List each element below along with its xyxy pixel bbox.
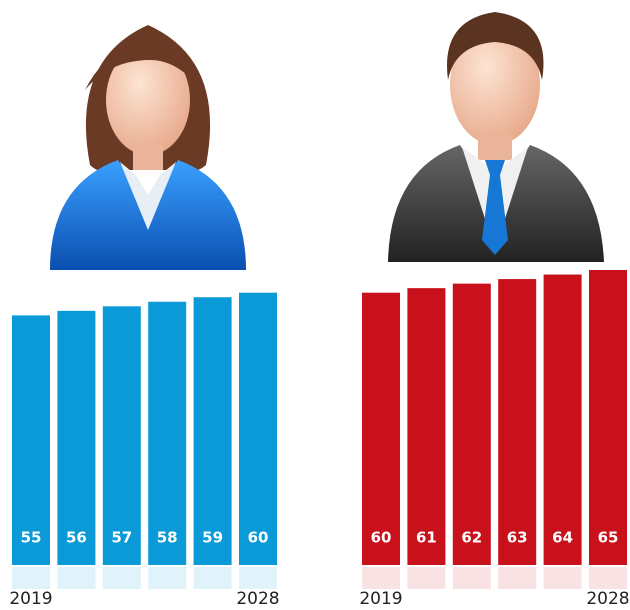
- bar-reflection: [194, 567, 232, 589]
- value-label: 62: [461, 529, 482, 547]
- bar-reflection: [362, 567, 400, 589]
- bar: [194, 297, 232, 565]
- value-label: 56: [66, 529, 87, 547]
- value-label: 55: [21, 529, 42, 547]
- bar-reflection: [239, 567, 277, 589]
- x-tick-label: 2028: [236, 589, 279, 609]
- value-label: 60: [248, 529, 269, 547]
- bar: [362, 293, 400, 565]
- x-tick-label: 2028: [586, 589, 629, 609]
- value-label: 65: [598, 529, 619, 547]
- bar: [57, 311, 95, 565]
- bar-reflection: [453, 567, 491, 589]
- value-label: 63: [507, 529, 528, 547]
- value-label: 59: [202, 529, 223, 547]
- bar: [498, 279, 536, 565]
- bar: [453, 284, 491, 565]
- bar: [544, 275, 582, 565]
- bar: [148, 302, 186, 565]
- value-label: 64: [552, 529, 573, 547]
- bar-reflection: [57, 567, 95, 589]
- bar-reflection: [12, 567, 50, 589]
- value-label: 57: [111, 529, 132, 547]
- bar: [589, 270, 627, 565]
- bar-reflection: [544, 567, 582, 589]
- value-label: 58: [157, 529, 178, 547]
- bar-reflection: [103, 567, 141, 589]
- man-icon: [388, 12, 604, 262]
- woman-icon: [50, 25, 246, 270]
- value-label: 60: [371, 529, 392, 547]
- bar-reflection: [407, 567, 445, 589]
- bar: [407, 288, 445, 565]
- x-tick-label: 2019: [359, 589, 402, 609]
- bar-reflection: [148, 567, 186, 589]
- chart: 55 2019 56 57 58 59 60 2028 60 2019 61 62 63 64 65 2028: [0, 0, 630, 610]
- x-tick-label: 2019: [9, 589, 52, 609]
- bar-reflection: [498, 567, 536, 589]
- bar: [239, 293, 277, 565]
- bar: [103, 306, 141, 565]
- bar-reflection: [589, 567, 627, 589]
- value-label: 61: [416, 529, 437, 547]
